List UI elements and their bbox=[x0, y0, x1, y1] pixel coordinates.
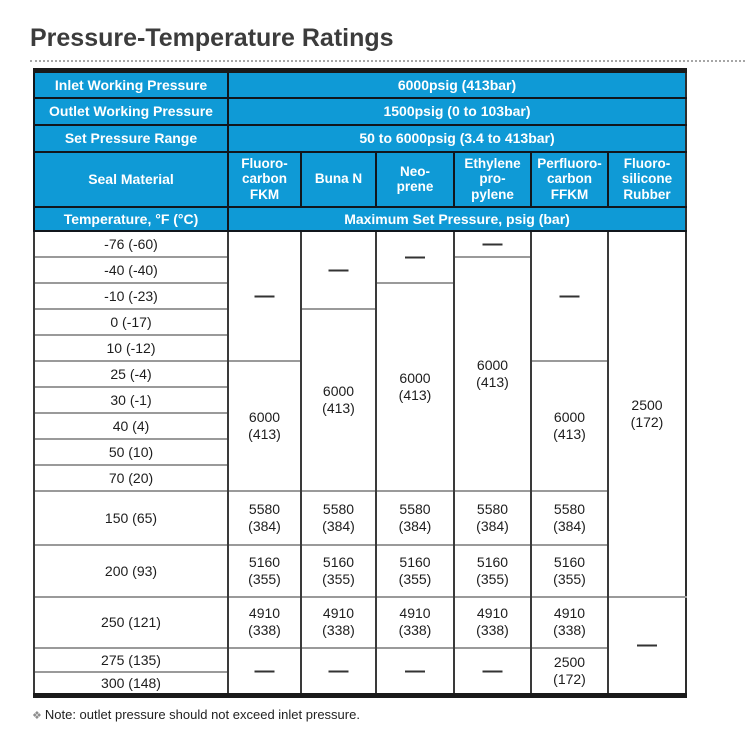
set-pressure-range-label: Set Pressure Range bbox=[33, 123, 228, 152]
inlet-working-pressure-value: 6000psig (413bar) bbox=[226, 69, 687, 98]
temperature-cell: 50 (10) bbox=[33, 437, 228, 465]
temperature-data-row: 70 (20) bbox=[33, 463, 686, 491]
temperature-cell: -76 (-60) bbox=[33, 229, 228, 257]
temperature-cell: 30 (-1) bbox=[33, 385, 228, 413]
not-rated-cell: — bbox=[375, 646, 454, 696]
not-rated-cell: — bbox=[453, 229, 531, 257]
pressure-value-cell: 6000 (413) bbox=[375, 281, 454, 491]
temperature-cell: 0 (-17) bbox=[33, 307, 228, 335]
inlet-working-pressure-row: Inlet Working Pressure 6000psig (413bar) bbox=[33, 69, 687, 98]
diamond-note-icon: ❖ bbox=[32, 710, 42, 722]
table-body: -76 (-60) — — — — —2500 (172) -40 (-40) 6000 (4… bbox=[33, 229, 687, 696]
not-rated-cell: — bbox=[453, 646, 531, 696]
temperature-data-row: 150 (65) 5580 (384) 5580 (384) 5580 (384) 55… bbox=[33, 489, 686, 545]
column-header-ethylene-propylene: Ethylene pro- pylene bbox=[453, 150, 531, 207]
pressure-value-cell: 4910 (338) bbox=[227, 595, 301, 648]
temperature-data-row: -76 (-60) — — — — —2500 (172) bbox=[33, 229, 687, 597]
temperature-cell: 70 (20) bbox=[33, 463, 228, 491]
column-header-buna-n: Buna N bbox=[300, 150, 376, 207]
pressure-temperature-table: Inlet Working Pressure 6000psig (413bar)… bbox=[33, 68, 688, 698]
outlet-working-pressure-label: Outlet Working Pressure bbox=[33, 96, 228, 125]
seal-material-label: Seal Material bbox=[33, 150, 228, 207]
temperature-data-row: 200 (93) 5160 (355) 5160 (355) 5160 (355) 51… bbox=[33, 543, 686, 597]
not-rated-cell: — bbox=[300, 229, 376, 309]
temperature-data-row: 250 (121) 4910 (338) 4910 (338) 4910 (338) 4… bbox=[33, 595, 687, 696]
temperature-header-label: Temperature, °F (°C) bbox=[33, 205, 228, 232]
pressure-value-cell: 4910 (338) bbox=[453, 595, 531, 648]
pressure-value-cell: 6000 (413) bbox=[530, 359, 608, 491]
temperature-header-row: Temperature, °F (°C) Maximum Set Pressur… bbox=[33, 205, 687, 232]
temperature-data-row: 25 (-4) 6000 (413) 6000 (413) bbox=[33, 359, 686, 491]
pressure-value-cell: 6000 (413) bbox=[453, 255, 531, 491]
temperature-data-row: 275 (135) — — — —2500 (172) bbox=[33, 646, 686, 696]
temperature-cell: 200 (93) bbox=[33, 543, 228, 597]
inlet-working-pressure-label: Inlet Working Pressure bbox=[33, 69, 228, 98]
table-header: Inlet Working Pressure 6000psig (413bar)… bbox=[33, 69, 687, 232]
pressure-value-cell: 2500 (172) bbox=[530, 646, 608, 696]
temperature-data-row: 300 (148) bbox=[33, 670, 686, 696]
pressure-value-cell: 5580 (384) bbox=[227, 489, 301, 545]
not-rated-cell: — bbox=[300, 646, 376, 696]
temperature-data-row: 0 (-17) 6000 (413) bbox=[33, 307, 686, 491]
set-pressure-range-row: Set Pressure Range 50 to 6000psig (3.4 t… bbox=[33, 123, 687, 152]
temperature-data-row: 50 (10) bbox=[33, 437, 686, 465]
pressure-value-cell: 5160 (355) bbox=[227, 543, 301, 597]
outlet-working-pressure-value: 1500psig (0 to 103bar) bbox=[226, 96, 687, 125]
max-set-pressure-header: Maximum Set Pressure, psig (bar) bbox=[226, 205, 687, 232]
pressure-value-cell: 5580 (384) bbox=[453, 489, 531, 545]
pressure-value-cell: 4910 (338) bbox=[300, 595, 376, 648]
pressure-value-cell: 6000 (413) bbox=[227, 359, 301, 491]
pressure-value-cell: 2500 (172) bbox=[606, 229, 687, 597]
temperature-cell: 10 (-12) bbox=[33, 333, 228, 361]
not-rated-cell: — bbox=[606, 595, 687, 696]
pressure-value-cell: 5160 (355) bbox=[300, 543, 376, 597]
pressure-value-cell: 5160 (355) bbox=[453, 543, 531, 597]
temperature-data-row: 40 (4) bbox=[33, 411, 686, 439]
temperature-cell: -40 (-40) bbox=[33, 255, 228, 283]
pressure-value-cell: 5160 (355) bbox=[530, 543, 608, 597]
temperature-cell: 150 (65) bbox=[33, 489, 228, 545]
pressure-value-cell: 4910 (338) bbox=[375, 595, 454, 648]
temperature-data-row: 30 (-1) bbox=[33, 385, 686, 413]
column-header-fluorosilicone-rubber: Fluoro- silicone Rubber bbox=[606, 150, 687, 207]
pressure-value-cell: 5160 (355) bbox=[375, 543, 454, 597]
temperature-cell: -10 (-23) bbox=[33, 281, 228, 309]
not-rated-cell: — bbox=[530, 229, 608, 361]
temperature-cell: 40 (4) bbox=[33, 411, 228, 439]
column-header-neoprene: Neo- prene bbox=[375, 150, 454, 207]
temperature-cell: 300 (148) bbox=[33, 670, 228, 696]
not-rated-cell: — bbox=[227, 229, 301, 361]
outlet-working-pressure-row: Outlet Working Pressure 1500psig (0 to 1… bbox=[33, 96, 687, 125]
temperature-cell: 250 (121) bbox=[33, 595, 228, 648]
pressure-value-cell: 6000 (413) bbox=[300, 307, 376, 491]
footnote: ❖ Note: outlet pressure should not exceed… bbox=[32, 707, 360, 722]
temperature-cell: 25 (-4) bbox=[33, 359, 228, 387]
pressure-value-cell: 5580 (384) bbox=[300, 489, 376, 545]
footnote-text: Note: outlet pressure should not exceed … bbox=[44, 707, 360, 722]
not-rated-cell: — bbox=[375, 229, 454, 283]
seal-material-row: Seal Material Fluoro- carbon FKM Buna N … bbox=[33, 150, 687, 207]
temperature-data-row: -10 (-23) 6000 (413) bbox=[33, 281, 686, 491]
column-header-fluorocarbon-fkm: Fluoro- carbon FKM bbox=[227, 150, 301, 207]
pressure-value-cell: 4910 (338) bbox=[530, 595, 608, 648]
page-title: Pressure-Temperature Ratings bbox=[30, 24, 394, 52]
temperature-data-row: 10 (-12) bbox=[33, 333, 686, 361]
not-rated-cell: — bbox=[227, 646, 301, 696]
temperature-data-row: -40 (-40) 6000 (413) bbox=[33, 255, 686, 491]
title-dotted-rule bbox=[30, 60, 745, 62]
temperature-cell: 275 (135) bbox=[33, 646, 228, 672]
set-pressure-range-value: 50 to 6000psig (3.4 to 413bar) bbox=[226, 123, 687, 152]
pressure-value-cell: 5580 (384) bbox=[375, 489, 454, 545]
pressure-value-cell: 5580 (384) bbox=[530, 489, 608, 545]
column-header-perfluorocarbon-ffkm: Perfluoro- carbon FFKM bbox=[530, 150, 608, 207]
